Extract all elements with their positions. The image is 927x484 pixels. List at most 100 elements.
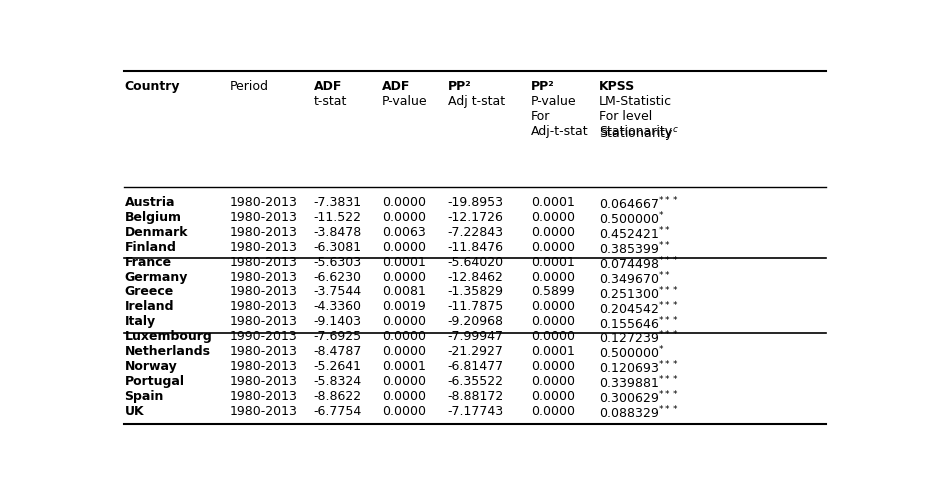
Text: 0.064667$^{***}$: 0.064667$^{***}$	[599, 196, 679, 212]
Text: Country: Country	[124, 80, 180, 93]
Text: -6.7754: -6.7754	[313, 405, 362, 418]
Text: -11.522: -11.522	[313, 211, 362, 224]
Text: 0.0000: 0.0000	[531, 300, 575, 313]
Text: 1990-2013: 1990-2013	[229, 330, 298, 343]
Text: 1980-2013: 1980-2013	[229, 241, 298, 254]
Text: 0.0000: 0.0000	[382, 390, 425, 403]
Text: 1980-2013: 1980-2013	[229, 256, 298, 269]
Text: ADF: ADF	[382, 80, 410, 93]
Text: LM-Statistic: LM-Statistic	[599, 95, 672, 108]
Text: -11.8476: -11.8476	[448, 241, 503, 254]
Text: ADF: ADF	[313, 80, 342, 93]
Text: -8.88172: -8.88172	[448, 390, 504, 403]
Text: 1980-2013: 1980-2013	[229, 286, 298, 299]
Text: -5.8324: -5.8324	[313, 375, 362, 388]
Text: -7.3831: -7.3831	[313, 196, 362, 209]
Text: For level: For level	[599, 110, 652, 123]
Text: 0.0001: 0.0001	[531, 256, 575, 269]
Text: Portugal: Portugal	[124, 375, 184, 388]
Text: -3.7544: -3.7544	[313, 286, 362, 299]
Text: -7.6925: -7.6925	[313, 330, 362, 343]
Text: Stationarity$^{c}$: Stationarity$^{c}$	[599, 125, 679, 142]
Text: 0.0000: 0.0000	[531, 241, 575, 254]
Text: -5.64020: -5.64020	[448, 256, 504, 269]
Text: 1980-2013: 1980-2013	[229, 375, 298, 388]
Text: 0.120693$^{***}$: 0.120693$^{***}$	[599, 360, 679, 377]
Text: 0.0001: 0.0001	[531, 345, 575, 358]
Text: 0.0000: 0.0000	[382, 345, 425, 358]
Text: 0.0000: 0.0000	[531, 405, 575, 418]
Text: -9.1403: -9.1403	[313, 315, 362, 328]
Text: 1980-2013: 1980-2013	[229, 345, 298, 358]
Text: PP²: PP²	[448, 80, 472, 93]
Text: 1980-2013: 1980-2013	[229, 300, 298, 313]
Text: 0.155646$^{***}$: 0.155646$^{***}$	[599, 315, 679, 332]
Text: 0.0063: 0.0063	[382, 226, 425, 239]
Text: -12.1726: -12.1726	[448, 211, 503, 224]
Text: 0.127239$^{***}$: 0.127239$^{***}$	[599, 330, 679, 347]
Text: -19.8953: -19.8953	[448, 196, 503, 209]
Text: UK: UK	[124, 405, 144, 418]
Text: Adj t-stat: Adj t-stat	[448, 95, 505, 108]
Text: -8.4787: -8.4787	[313, 345, 362, 358]
Text: Finland: Finland	[124, 241, 176, 254]
Text: Ireland: Ireland	[124, 300, 174, 313]
Text: Adj-t-stat: Adj-t-stat	[531, 125, 589, 138]
Text: Italy: Italy	[124, 315, 156, 328]
Text: P-value: P-value	[531, 95, 577, 108]
Text: 0.074498$^{***}$: 0.074498$^{***}$	[599, 256, 679, 272]
Text: 0.500000$^{*}$: 0.500000$^{*}$	[599, 211, 665, 227]
Text: -6.6230: -6.6230	[313, 271, 362, 284]
Text: -6.81477: -6.81477	[448, 360, 504, 373]
Text: 0.0000: 0.0000	[531, 315, 575, 328]
Text: 1980-2013: 1980-2013	[229, 390, 298, 403]
Text: 0.0000: 0.0000	[382, 375, 425, 388]
Text: 0.385399$^{**}$: 0.385399$^{**}$	[599, 241, 671, 257]
Text: 1980-2013: 1980-2013	[229, 360, 298, 373]
Text: 1980-2013: 1980-2013	[229, 315, 298, 328]
Text: 0.0000: 0.0000	[531, 375, 575, 388]
Text: -5.6303: -5.6303	[313, 256, 362, 269]
Text: 0.251300$^{***}$: 0.251300$^{***}$	[599, 286, 678, 302]
Text: Germany: Germany	[124, 271, 188, 284]
Text: 0.0000: 0.0000	[531, 330, 575, 343]
Text: 0.5899: 0.5899	[531, 286, 575, 299]
Text: 0.0081: 0.0081	[382, 286, 425, 299]
Text: 1980-2013: 1980-2013	[229, 271, 298, 284]
Text: 1980-2013: 1980-2013	[229, 211, 298, 224]
Text: 0.339881$^{***}$: 0.339881$^{***}$	[599, 375, 679, 392]
Text: 0.0000: 0.0000	[382, 315, 425, 328]
Text: Belgium: Belgium	[124, 211, 182, 224]
Text: 0.452421$^{**}$: 0.452421$^{**}$	[599, 226, 671, 242]
Text: 0.500000$^{*}$: 0.500000$^{*}$	[599, 345, 665, 362]
Text: -7.99947: -7.99947	[448, 330, 503, 343]
Text: Stationarity: Stationarity	[599, 125, 672, 138]
Text: 0.0019: 0.0019	[382, 300, 425, 313]
Text: 0.0000: 0.0000	[531, 360, 575, 373]
Text: 0.088329$^{***}$: 0.088329$^{***}$	[599, 405, 679, 421]
Text: 0.0000: 0.0000	[531, 271, 575, 284]
Text: 0.0000: 0.0000	[382, 405, 425, 418]
Text: -21.2927: -21.2927	[448, 345, 503, 358]
Text: 0.349670$^{**}$: 0.349670$^{**}$	[599, 271, 671, 287]
Text: 1980-2013: 1980-2013	[229, 196, 298, 209]
Text: Greece: Greece	[124, 286, 173, 299]
Text: 0.0000: 0.0000	[382, 241, 425, 254]
Text: 0.0000: 0.0000	[382, 271, 425, 284]
Text: 0.204542$^{***}$: 0.204542$^{***}$	[599, 300, 678, 317]
Text: 0.0001: 0.0001	[531, 196, 575, 209]
Text: 0.0000: 0.0000	[531, 390, 575, 403]
Text: -12.8462: -12.8462	[448, 271, 503, 284]
Text: Luxembourg: Luxembourg	[124, 330, 212, 343]
Text: 1980-2013: 1980-2013	[229, 226, 298, 239]
Text: Stationarity$^{c}$: Stationarity$^{c}$	[0, 483, 1, 484]
Text: Norway: Norway	[124, 360, 177, 373]
Text: -1.35829: -1.35829	[448, 286, 503, 299]
Text: Period: Period	[229, 80, 269, 93]
Text: PP²: PP²	[531, 80, 555, 93]
Text: 0.0000: 0.0000	[531, 211, 575, 224]
Text: Denmark: Denmark	[124, 226, 188, 239]
Text: 0.0001: 0.0001	[382, 360, 425, 373]
Text: -5.2641: -5.2641	[313, 360, 362, 373]
Text: 0.300629$^{***}$: 0.300629$^{***}$	[599, 390, 679, 407]
